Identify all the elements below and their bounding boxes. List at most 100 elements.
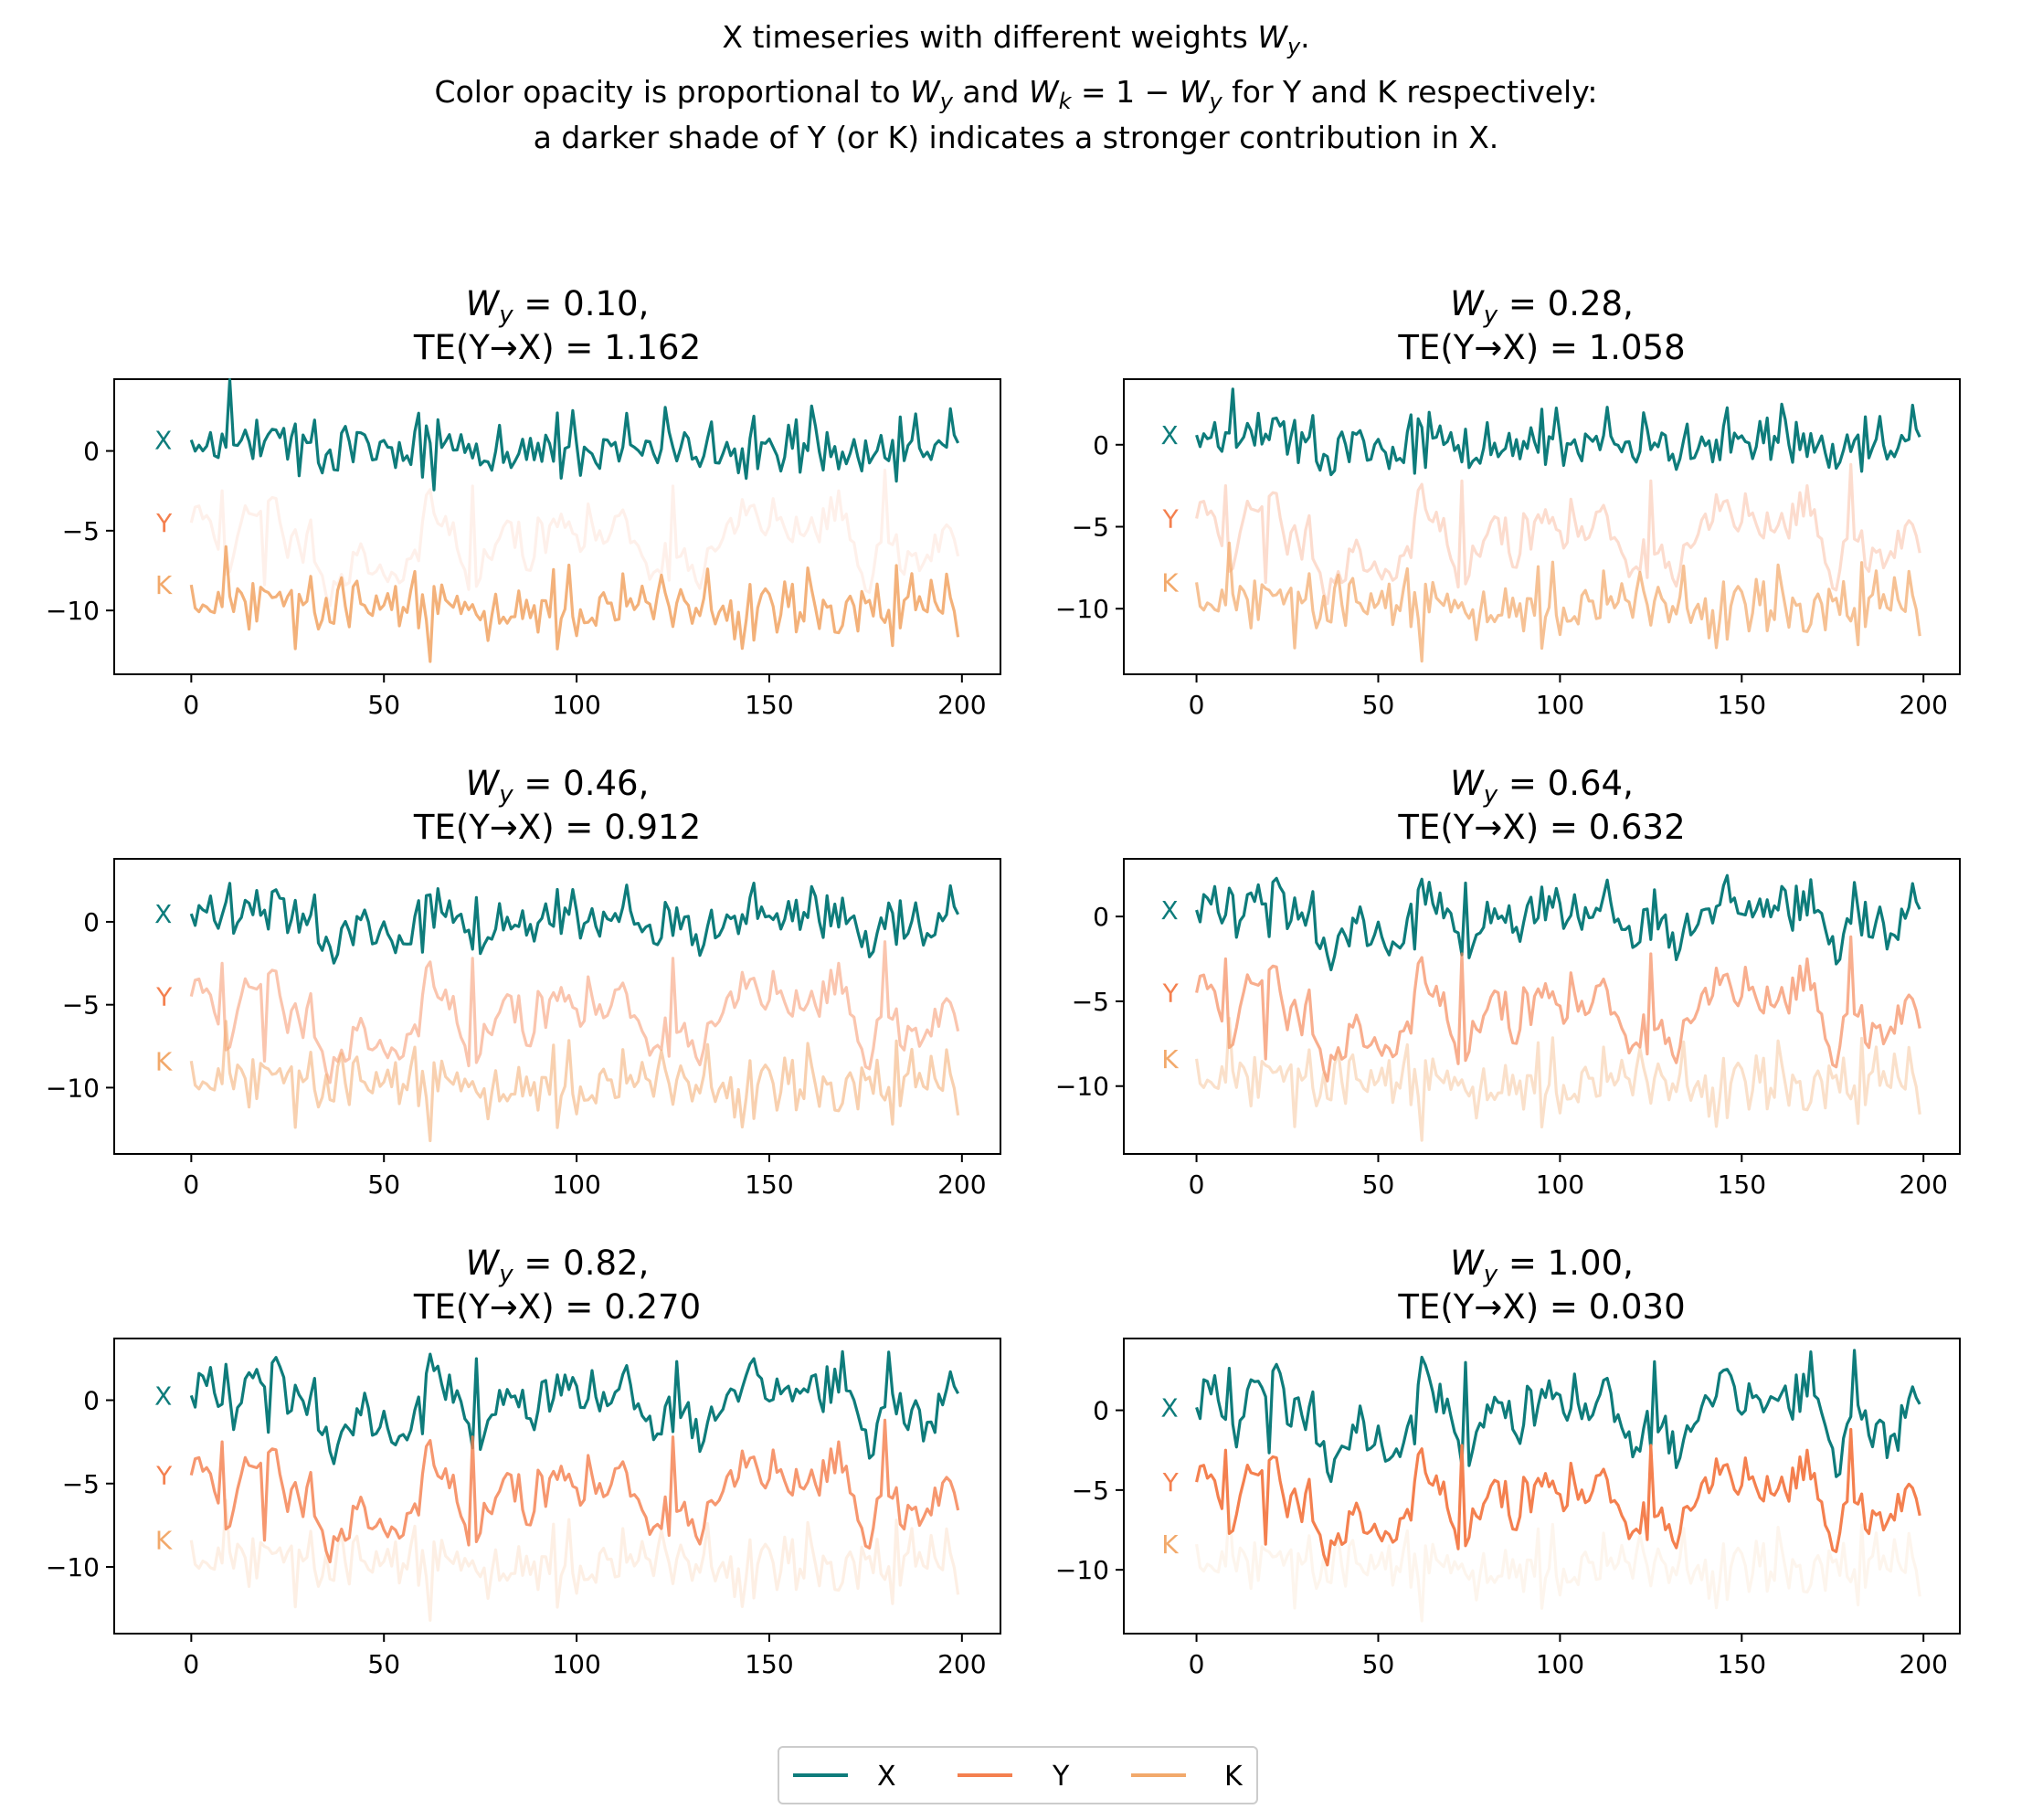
legend-label-x: X — [877, 1761, 896, 1793]
series-label-x: X — [1160, 420, 1178, 450]
subplot-3: Wy = 0.46,TE(Y→X) = 0.912 0 50 100 150 200 0 −5… — [46, 764, 1001, 1200]
series-line-y — [189, 1418, 960, 1564]
series-line-x — [189, 882, 960, 965]
y-tick-label: −5 — [1072, 987, 1109, 1017]
subplots: Wy = 0.10,TE(Y→X) = 1.162 0 50 100 150 200 0 −5… — [46, 284, 1961, 1679]
y-tick-label: 0 — [83, 907, 100, 937]
subplot-title-line1: Wy = 1.00, — [1450, 1243, 1634, 1288]
series-line-x — [1195, 1349, 1921, 1484]
series-label-x: X — [1160, 1392, 1178, 1423]
x-tick-label: 150 — [1718, 690, 1766, 720]
series-line-y — [1195, 935, 1921, 1083]
y-tick-label: 0 — [83, 1386, 100, 1416]
x-tick-label: 100 — [552, 1649, 600, 1679]
axes-frame — [113, 1338, 1001, 1635]
series-line-k — [189, 545, 960, 663]
x-tick-label: 50 — [1362, 1649, 1395, 1679]
x-tick-label: 150 — [1718, 1169, 1766, 1200]
series-line-y — [1195, 462, 1921, 606]
y-tick-label: −5 — [62, 990, 100, 1021]
x-tick-label: 150 — [745, 1649, 793, 1679]
series-line-x — [1195, 387, 1921, 477]
series-label-k: K — [155, 570, 173, 600]
x-tick-label: 0 — [1189, 1169, 1205, 1200]
y-tick-label: −10 — [1055, 594, 1109, 624]
subplot-4: Wy = 0.64,TE(Y→X) = 0.632 0 50 100 150 200 0 −5… — [1055, 764, 1961, 1200]
y-tick-label: −10 — [46, 1073, 100, 1103]
x-tick-label: 50 — [367, 1169, 400, 1200]
y-tick-label: −5 — [1072, 1476, 1109, 1506]
subplot-title-line1: Wy = 0.64, — [1450, 764, 1634, 809]
y-tick-label: −5 — [1072, 513, 1109, 543]
x-tick-label: 150 — [745, 690, 793, 720]
y-tick-label: 0 — [1093, 430, 1109, 460]
subplot-title-line1: Wy = 0.10, — [466, 284, 650, 329]
x-tick-label: 200 — [1899, 690, 1947, 720]
subplot-2: Wy = 0.28,TE(Y→X) = 1.058 0 50 100 150 200 0 −5… — [1055, 284, 1961, 720]
y-tick-label: −5 — [62, 516, 100, 546]
subplot-title-line1: Wy = 0.28, — [1450, 284, 1634, 329]
y-tick-label: −10 — [1055, 1072, 1109, 1102]
series-label-k: K — [1161, 1044, 1179, 1074]
subplot-title-line2: TE(Y→X) = 0.270 — [413, 1287, 701, 1327]
series-label-y: Y — [1162, 504, 1180, 534]
figure-title: X timeseries with different weights Wy. … — [435, 19, 1598, 155]
x-tick-label: 0 — [183, 1649, 199, 1679]
legend-frame — [778, 1746, 1258, 1804]
legend: X Y K — [778, 1746, 1258, 1804]
series-label-y: Y — [1162, 979, 1180, 1009]
x-tick-label: 200 — [1899, 1649, 1947, 1679]
x-tick-label: 200 — [937, 690, 986, 720]
y-tick-label: −10 — [1055, 1555, 1109, 1585]
series-line-k — [189, 1020, 960, 1143]
x-tick-label: 100 — [552, 1169, 600, 1200]
series-line-k — [189, 1498, 960, 1622]
series-label-x: X — [154, 1381, 172, 1411]
subplot-title-line2: TE(Y→X) = 0.632 — [1397, 808, 1685, 847]
series-line-k — [1195, 541, 1921, 663]
axes-frame — [1123, 1338, 1961, 1635]
series-line-y — [189, 940, 960, 1085]
series-label-k: K — [1161, 567, 1179, 598]
series-label-k: K — [155, 1526, 173, 1556]
y-tick-label: 0 — [83, 437, 100, 467]
series-line-k — [1195, 1504, 1921, 1623]
subplot-5: Wy = 0.82,TE(Y→X) = 0.270 0 50 100 150 200 0 −5… — [46, 1243, 1001, 1679]
series-line-x — [189, 378, 960, 492]
series-line-x — [1195, 873, 1921, 972]
subplot-6: Wy = 1.00,TE(Y→X) = 0.030 0 50 100 150 200 0 −5… — [1055, 1243, 1961, 1679]
figure-title-line2: Color opacity is proportional to Wy and … — [435, 74, 1598, 114]
series-line-k — [1195, 1016, 1921, 1142]
x-tick-label: 0 — [183, 690, 199, 720]
x-tick-label: 0 — [183, 1169, 199, 1200]
legend-label-k: K — [1224, 1761, 1244, 1793]
x-tick-label: 0 — [1189, 690, 1205, 720]
figure-title-line3: a darker shade of Y (or K) indicates a s… — [534, 120, 1499, 155]
x-tick-label: 200 — [937, 1649, 986, 1679]
axes-frame — [1123, 858, 1961, 1155]
subplot-title-line2: TE(Y→X) = 0.912 — [413, 808, 701, 847]
axes-frame — [113, 378, 1001, 675]
series-label-k: K — [155, 1046, 173, 1076]
legend-label-y: Y — [1052, 1761, 1070, 1793]
y-tick-label: −10 — [46, 596, 100, 626]
x-tick-label: 50 — [1362, 1169, 1395, 1200]
series-label-x: X — [154, 426, 172, 456]
subplot-title-line1: Wy = 0.82, — [466, 1243, 650, 1288]
series-label-y: Y — [1162, 1467, 1180, 1497]
axes-frame — [113, 858, 1001, 1155]
series-label-x: X — [154, 899, 172, 929]
x-tick-label: 50 — [367, 690, 400, 720]
x-tick-label: 150 — [745, 1169, 793, 1200]
x-tick-label: 50 — [1362, 690, 1395, 720]
x-tick-label: 100 — [1536, 1649, 1584, 1679]
series-line-y — [1195, 1427, 1921, 1567]
subplot-title-line2: TE(Y→X) = 1.162 — [413, 328, 701, 367]
x-tick-label: 200 — [937, 1169, 986, 1200]
x-tick-label: 50 — [367, 1649, 400, 1679]
series-line-y — [189, 468, 960, 608]
x-tick-label: 100 — [552, 690, 600, 720]
series-label-k: K — [1161, 1529, 1179, 1560]
y-tick-label: −10 — [46, 1552, 100, 1582]
subplot-title-line2: TE(Y→X) = 1.058 — [1397, 328, 1685, 367]
